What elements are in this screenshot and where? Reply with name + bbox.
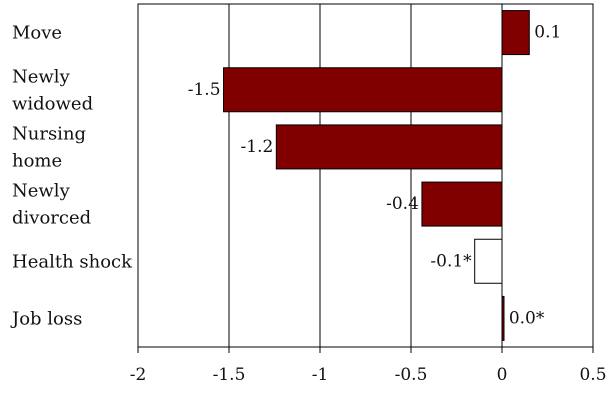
x-axis: -2 -1.5 -1 -0.5 0 0.5: [130, 347, 607, 385]
bar: [223, 67, 503, 113]
bar: [501, 295, 505, 341]
data-label: 0.0*: [509, 308, 545, 328]
category-label: Move: [12, 23, 62, 44]
data-label: -1.5: [188, 80, 221, 100]
data-label: -0.1*: [430, 251, 472, 271]
category-label: Health shock: [12, 251, 133, 272]
category-label: Newly widowed: [12, 66, 93, 114]
bar: [501, 10, 530, 56]
x-tick-label: 0: [497, 365, 508, 385]
category-label: Job loss: [10, 308, 82, 329]
category-labels: Move Newly widowed Nursing home Newly divorced…: [10, 23, 133, 330]
x-tick-label: -2: [130, 365, 147, 385]
bar: [421, 181, 503, 227]
x-tick-label: -0.5: [395, 365, 428, 385]
plot-area-frame: [137, 3, 594, 348]
bar: [275, 124, 503, 170]
category-label: Newly divorced: [12, 181, 91, 229]
x-tick-label: -1.5: [213, 365, 246, 385]
data-label: -0.4: [386, 194, 419, 214]
x-tick-label: -1: [312, 365, 329, 385]
gridlines: [137, 4, 594, 347]
bar: [474, 238, 503, 284]
category-label: Nursing home: [12, 123, 86, 171]
bars: [223, 10, 530, 341]
data-label: 0.1: [534, 23, 561, 43]
data-labels: 0.1 -1.5 -1.2 -0.4 -0.1* 0.0*: [188, 23, 562, 329]
x-tick-label: 0.5: [579, 365, 606, 385]
data-label: -1.2: [241, 137, 274, 157]
